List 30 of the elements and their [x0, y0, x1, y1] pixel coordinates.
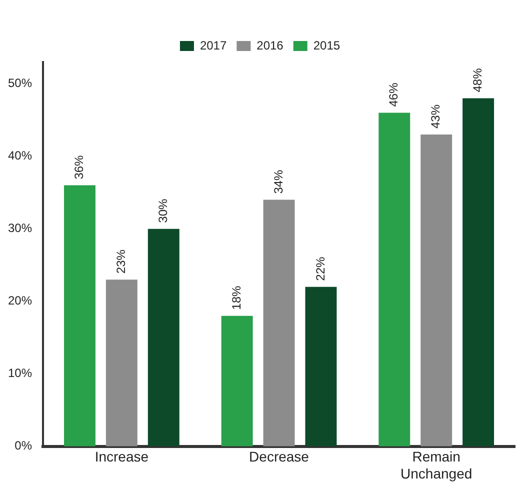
legend-label: 2015	[313, 38, 340, 52]
y-tick-label: 50%	[8, 76, 32, 90]
data-label: 48%	[470, 68, 485, 92]
data-label: 46%	[386, 82, 401, 107]
data-label: 30%	[156, 198, 170, 223]
y-tick-label: 40%	[8, 148, 32, 163]
bar	[420, 134, 452, 446]
data-label: 18%	[229, 286, 244, 310]
legend-label: 2017	[200, 38, 227, 52]
data-label: 34%	[271, 169, 286, 194]
y-tick-label: 0%	[14, 438, 32, 453]
bar	[221, 316, 253, 446]
x-tick-label: Increase	[94, 448, 149, 465]
bar	[378, 112, 410, 446]
data-label: 43%	[428, 104, 443, 129]
bar	[305, 286, 337, 446]
bar	[106, 280, 138, 446]
legend-label: 2016	[256, 38, 284, 52]
x-tick-label: Remain Unchanged	[400, 448, 472, 482]
x-tick-label: Decrease	[249, 448, 310, 465]
data-label: 36%	[72, 154, 86, 180]
data-label: 23%	[114, 249, 128, 274]
y-tick-label: 20%	[8, 294, 32, 308]
y-tick-label: 10%	[8, 366, 32, 380]
data-label: 22%	[313, 256, 328, 281]
y-tick-label: 30%	[8, 221, 32, 236]
bar	[263, 200, 295, 446]
bar	[64, 185, 96, 446]
bar	[148, 228, 180, 446]
bar	[462, 98, 494, 446]
